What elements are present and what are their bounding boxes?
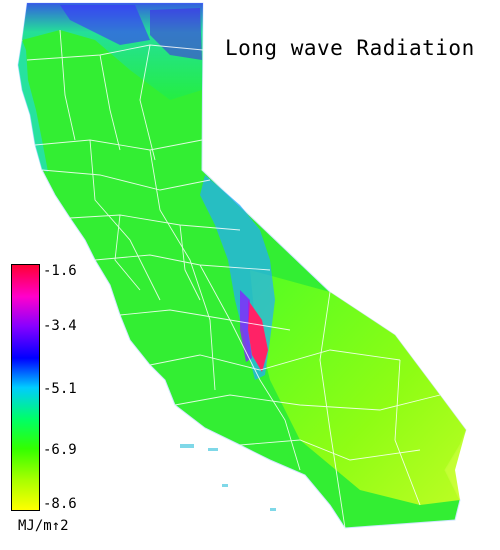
county-lines — [26, 29, 441, 529]
scale-tick-4: -6.9 — [43, 442, 77, 458]
channel-islands — [180, 444, 276, 511]
unit-label: MJ/m↑2 — [18, 518, 69, 534]
color-scale-bar — [11, 264, 40, 511]
scale-tick-5: -8.6 — [43, 496, 77, 512]
sierra-peak — [248, 300, 268, 372]
scale-tick-2: -3.4 — [43, 318, 77, 334]
north-blue-patch — [60, 5, 150, 45]
desert-region — [250, 270, 466, 505]
scale-tick-3: -5.1 — [43, 381, 77, 397]
coastal-fringe — [18, 40, 48, 172]
northeast-blue-patch — [150, 8, 202, 60]
sierra-purple — [240, 290, 252, 362]
map-title: Long wave Radiation — [225, 36, 475, 60]
scale-tick-1: -1.6 — [43, 263, 77, 279]
